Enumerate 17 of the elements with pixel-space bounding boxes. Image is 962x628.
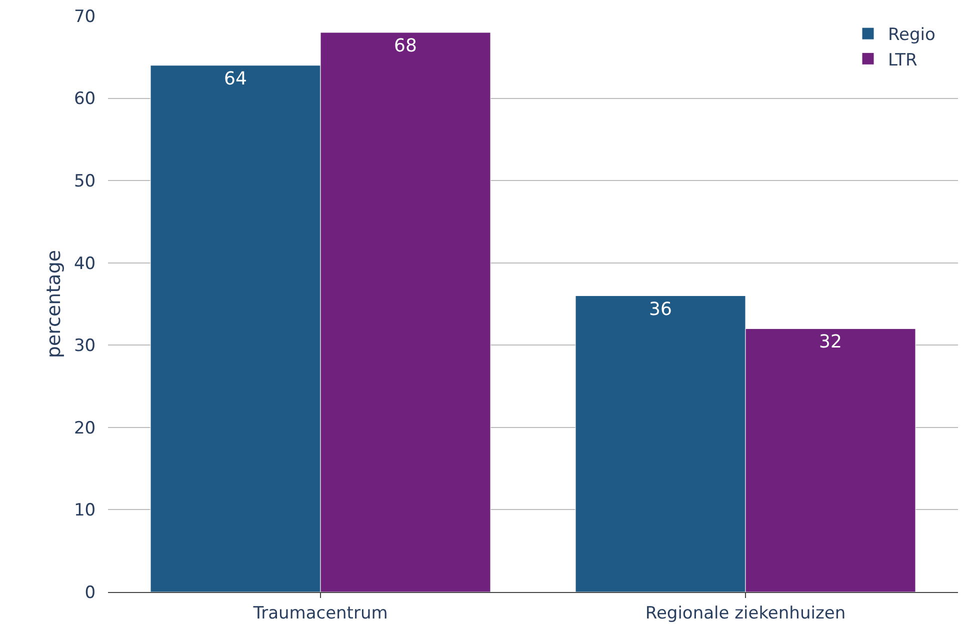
- data-label: 64: [224, 68, 247, 90]
- y-tick-label: 30: [74, 336, 96, 356]
- y-tick-label: 60: [74, 89, 96, 110]
- legend-label: Regio: [888, 25, 936, 46]
- y-tick-label: 50: [74, 172, 96, 192]
- x-tick-label: Regionale ziekenhuizen: [645, 603, 846, 624]
- y-tick-label: 10: [74, 500, 96, 521]
- y-tick-label: 20: [74, 418, 96, 438]
- legend-label: LTR: [888, 50, 918, 70]
- y-tick-label: 70: [74, 6, 96, 27]
- x-tick-label: Traumacentrum: [252, 603, 388, 624]
- y-tick-label: 40: [74, 254, 96, 274]
- y-axis-title: percentage: [43, 250, 65, 358]
- y-tick-label: 0: [84, 582, 96, 603]
- data-label: 36: [649, 298, 672, 320]
- data-label: 68: [394, 35, 417, 56]
- data-label: 32: [819, 332, 842, 353]
